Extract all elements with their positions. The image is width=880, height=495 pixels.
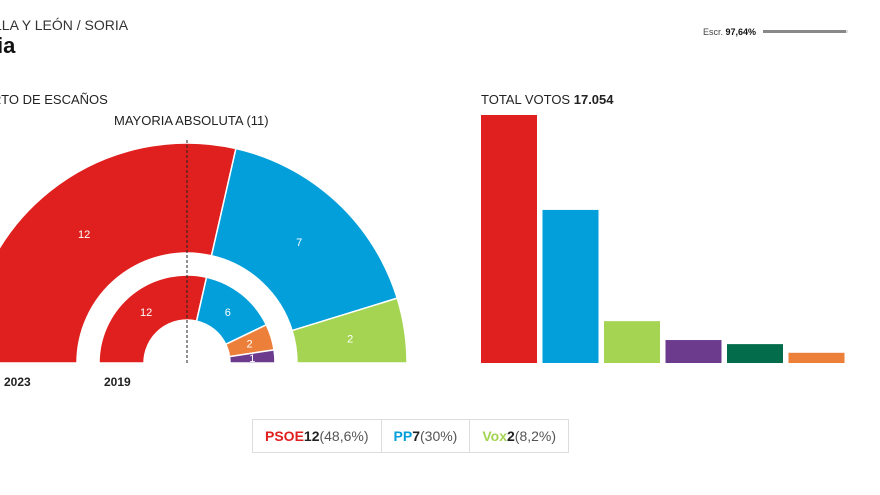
- vote-bar[interactable]: [604, 321, 660, 363]
- vote-bar[interactable]: [481, 115, 537, 363]
- votes-chart-title: TOTAL VOTOS 17.054: [481, 92, 614, 107]
- vote-bar[interactable]: [665, 340, 722, 363]
- legend-party: Vox: [482, 428, 507, 444]
- legend-party: PSOE: [265, 428, 304, 444]
- seat-arc-2019-podemos[interactable]: [228, 349, 276, 364]
- ring-label-2019: 2019: [104, 375, 131, 389]
- seat-arc-2023-pp[interactable]: [210, 147, 399, 332]
- legend-pct: (8,2%): [514, 428, 557, 444]
- seat-label-2019-podemos: 1: [249, 353, 255, 365]
- scrutiny-value: 97,64%: [725, 27, 757, 37]
- scrutiny-progress-bar: [763, 30, 848, 33]
- page-title: ia: [0, 33, 16, 58]
- vote-bar[interactable]: [542, 209, 599, 363]
- scrutiny-status: Escr. 97,64%: [703, 27, 756, 37]
- vote-bar[interactable]: [727, 344, 783, 363]
- scrutiny-label: Escr.: [703, 27, 724, 37]
- seat-label-2023-pp: 7: [296, 237, 302, 249]
- ring-label-2023: 2023: [4, 375, 31, 389]
- legend-item-psoe[interactable]: PSOE 12 (48,6%): [253, 420, 382, 452]
- majority-label: MAYORIA ABSOLUTA (11): [114, 113, 269, 128]
- scrutiny-progress-fill: [763, 30, 846, 33]
- legend-item-vox[interactable]: Vox 2 (8,2%): [470, 420, 568, 452]
- legend-item-pp[interactable]: PP 7 (30%): [382, 420, 471, 452]
- legend: PSOE 12 (48,6%) PP 7 (30%) Vox 2 (8,2%): [252, 419, 570, 453]
- seat-arc-2023-vox[interactable]: [291, 297, 408, 364]
- legend-pct: (30%): [420, 428, 458, 444]
- legend-seats: 2: [507, 428, 515, 444]
- seat-label-2023-vox: 2: [347, 333, 353, 345]
- legend-seats: 7: [412, 428, 420, 444]
- votes-total: 17.054: [573, 92, 614, 107]
- seat-label-2023-psoe: 12: [78, 229, 90, 241]
- vote-bar[interactable]: [788, 352, 845, 363]
- seat-arc-2023-psoe[interactable]: [0, 142, 237, 364]
- seat-label-2019-psoe: 12: [140, 307, 152, 319]
- legend-party: PP: [393, 428, 413, 444]
- seat-label-2019-cs: 2: [247, 339, 253, 351]
- votes-title: TOTAL VOTOS: [481, 92, 571, 107]
- seat-label-2019-pp: 6: [225, 307, 231, 319]
- breadcrumb[interactable]: LLA Y LEÓN / SORIA: [0, 17, 129, 33]
- seat-arc-2019-psoe[interactable]: [98, 274, 208, 364]
- seats-chart-title: RTO DE ESCAÑOS: [0, 92, 108, 107]
- legend-seats: 12: [303, 428, 320, 444]
- legend-pct: (48,6%): [319, 428, 369, 444]
